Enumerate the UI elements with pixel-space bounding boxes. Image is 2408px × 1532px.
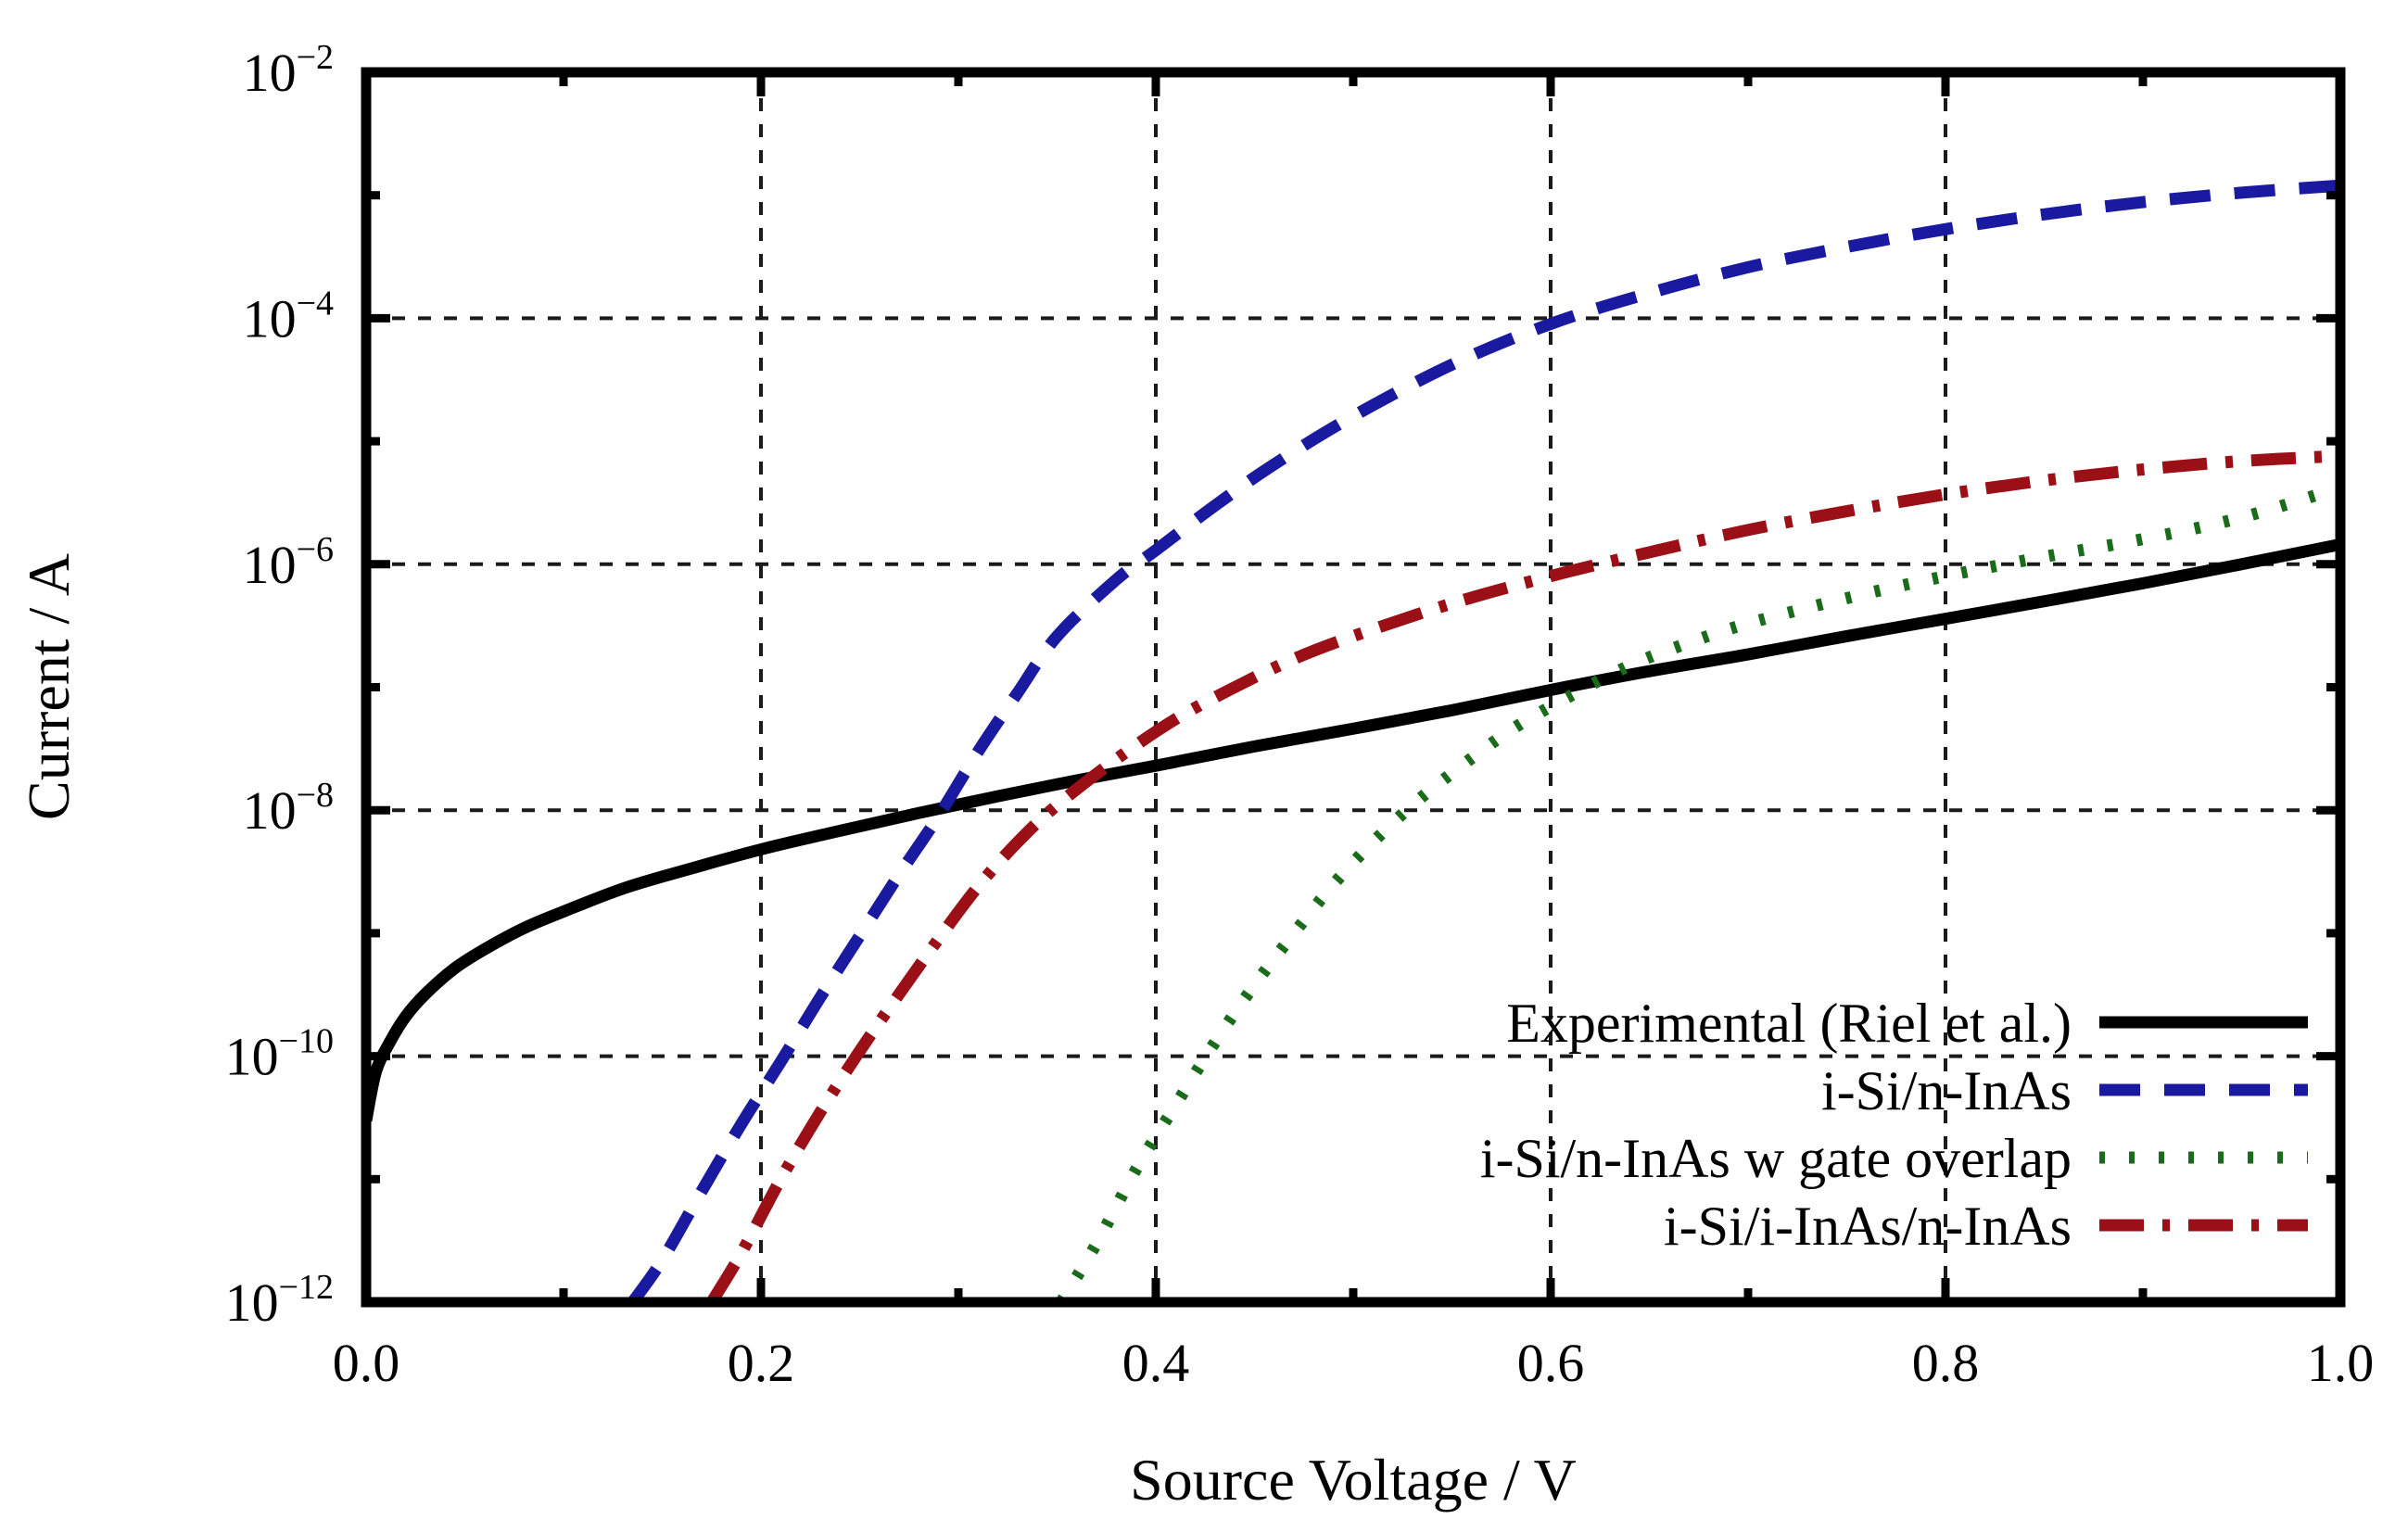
x-tick-label: 0.2 xyxy=(728,1333,795,1393)
svg-text:10−2: 10−2 xyxy=(243,38,334,103)
legend-label-1: i-Si/n-InAs xyxy=(1821,1060,2072,1121)
x-tick-label: 0.6 xyxy=(1517,1333,1585,1393)
x-axis-title: Source Voltage / V xyxy=(1130,1447,1577,1513)
y-tick-label: 10−10 xyxy=(225,1022,334,1087)
svg-text:10−10: 10−10 xyxy=(225,1022,334,1087)
tick-layer xyxy=(361,68,2345,1307)
x-tick-labels: 0.0 0.2 0.4 0.6 0.8 1.0 xyxy=(333,1333,2375,1393)
legend: Experimental (Riel et al.)i-Si/n-InAs i-S… xyxy=(1480,993,2308,1257)
y-tick-labels: 10−2 10−4 10−6 10−8 10−10 10−12 xyxy=(225,38,334,1333)
data-series-1 xyxy=(627,179,2340,1302)
svg-text:10−8: 10−8 xyxy=(243,776,334,841)
svg-text:10−6: 10−6 xyxy=(243,530,334,595)
y-tick-label: 10−12 xyxy=(225,1268,334,1333)
y-tick-label: 10−6 xyxy=(243,530,334,595)
svg-text:10−4: 10−4 xyxy=(243,284,334,348)
y-tick-label: 10−8 xyxy=(243,776,334,841)
y-axis-title: Current / A xyxy=(16,553,82,820)
y-tick-label: 10−2 xyxy=(243,38,334,103)
legend-label-0: Experimental (Riel et al.) xyxy=(1506,993,2072,1054)
data-series-3 xyxy=(706,449,2340,1302)
x-tick-label: 0.8 xyxy=(1912,1333,1980,1393)
series-layer xyxy=(366,179,2340,1302)
x-tick-label: 0.4 xyxy=(1122,1333,1190,1393)
svg-text:10−12: 10−12 xyxy=(225,1268,334,1333)
legend-label-2: i-Si/n-InAs w gate overlap xyxy=(1480,1128,2072,1189)
grid-layer xyxy=(366,72,2340,1302)
legend-label-3: i-Si/i-InAs/n-InAs xyxy=(1664,1196,2072,1257)
plot-background xyxy=(366,72,2340,1302)
x-tick-label: 0.0 xyxy=(333,1333,400,1393)
y-tick-label: 10−4 xyxy=(243,284,334,348)
x-tick-label: 1.0 xyxy=(2307,1333,2375,1393)
